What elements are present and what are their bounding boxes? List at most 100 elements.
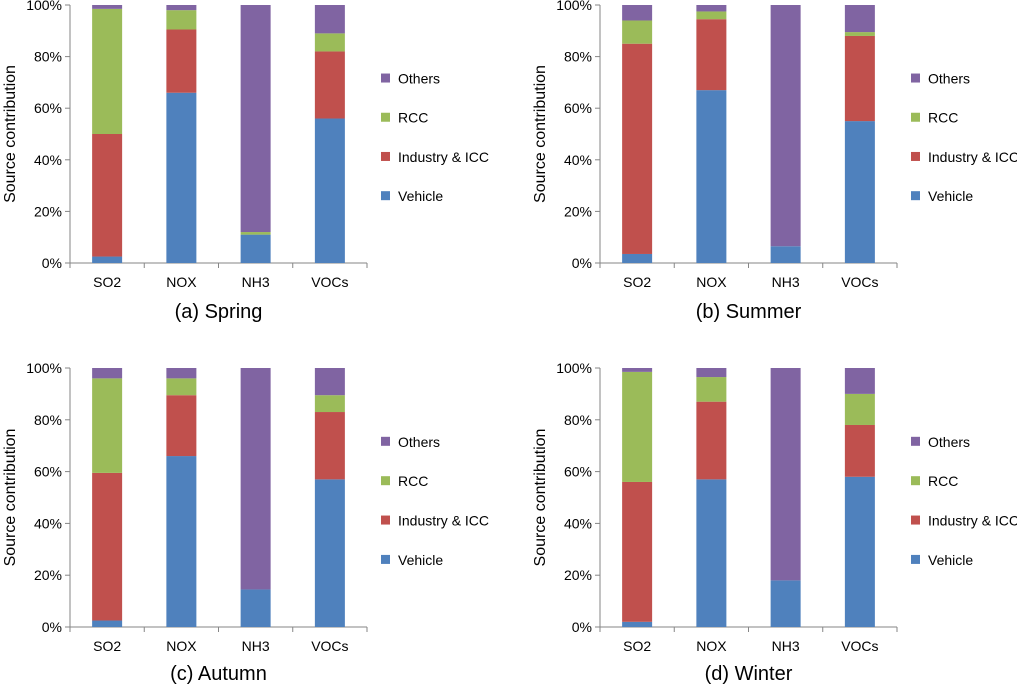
bar-nox-rcc: [696, 11, 727, 20]
bar-vocs-others: [844, 368, 875, 394]
bar-so2-others: [622, 368, 653, 372]
chart-panel-3: 0% 20% 40% 60% 80% 100% SO2 NOX NH3 VOCs Source co…: [2, 360, 489, 685]
legend-label-vehicle: Vehicle: [928, 552, 973, 568]
chart-caption: (d) Winter: [705, 663, 793, 685]
legend-swatch-vehicle: [381, 191, 390, 201]
y-tick-label: 100%: [26, 360, 62, 376]
legend-label-rcc: RCC: [928, 473, 958, 489]
bar-so2-rcc: [92, 378, 123, 473]
x-tick-label: SO2: [93, 274, 121, 290]
x-tick-label: SO2: [623, 638, 651, 654]
y-tick-label: 0%: [572, 619, 592, 635]
bar-nox-others: [166, 368, 197, 379]
bar-vocs-vehicle: [314, 479, 345, 627]
bar-vocs-rcc: [844, 393, 875, 425]
y-tick-label: 80%: [564, 412, 592, 428]
bar-nox-vehicle: [166, 456, 197, 627]
bar-vocs-rcc: [314, 33, 345, 52]
x-tick-label: NH3: [772, 638, 800, 654]
x-tick-label: VOCs: [311, 638, 348, 654]
y-tick-label: 40%: [564, 152, 592, 168]
y-tick-label: 0%: [42, 619, 62, 635]
bar-vocs-others: [844, 5, 875, 33]
bar-vocs-rcc: [314, 395, 345, 413]
bar-so2-industry-and-icc: [622, 43, 653, 254]
legend-label-rcc: RCC: [928, 110, 958, 126]
legend-label-others: Others: [398, 71, 440, 87]
legend-swatch-vehicle: [911, 191, 920, 201]
legend-label-vehicle: Vehicle: [398, 188, 443, 204]
x-tick-label: NOX: [166, 638, 197, 654]
bar-vocs-rcc: [844, 32, 875, 36]
legend-swatch-others: [381, 73, 390, 83]
legend-swatch-rcc: [911, 476, 920, 486]
legend-swatch-industry-and-icc: [911, 151, 920, 161]
bar-nox-industry-and-icc: [166, 29, 197, 93]
bar-nox-rcc: [166, 378, 197, 396]
legend-swatch-vehicle: [381, 554, 390, 564]
legend-swatch-rcc: [381, 112, 390, 122]
bar-nh3-vehicle: [240, 234, 271, 263]
bar-so2-vehicle: [622, 253, 653, 263]
y-tick-label: 0%: [572, 255, 592, 271]
legend-swatch-industry-and-icc: [381, 151, 390, 161]
bar-nox-others: [696, 368, 727, 378]
y-tick-label: 60%: [564, 100, 592, 116]
bar-so2-others: [622, 5, 653, 21]
bar-so2-rcc: [92, 8, 123, 134]
y-tick-label: 0%: [42, 255, 62, 271]
y-tick-label: 40%: [34, 515, 62, 531]
y-axis-label: Source contribution: [2, 65, 19, 203]
legend-label-others: Others: [928, 71, 970, 87]
x-tick-label: NOX: [696, 638, 727, 654]
x-tick-label: NOX: [696, 274, 727, 290]
x-tick-label: NH3: [772, 274, 800, 290]
bar-nh3-others: [770, 368, 801, 581]
bar-nh3-vehicle: [240, 589, 271, 627]
bar-nox-industry-and-icc: [166, 395, 197, 457]
bar-nox-others: [166, 5, 197, 11]
legend-label-others: Others: [398, 434, 440, 450]
bar-so2-rcc: [622, 20, 653, 44]
x-tick-label: VOCs: [841, 638, 878, 654]
y-tick-label: 80%: [34, 49, 62, 65]
y-tick-label: 80%: [34, 412, 62, 428]
bar-nox-vehicle: [696, 479, 727, 627]
bar-vocs-others: [314, 368, 345, 396]
legend-swatch-industry-and-icc: [911, 515, 920, 525]
legend-label-others: Others: [928, 434, 970, 450]
y-tick-label: 40%: [564, 515, 592, 531]
y-tick-label: 100%: [556, 360, 592, 376]
y-tick-label: 20%: [564, 567, 592, 583]
legend-label-industry-and-icc: Industry & ICC: [928, 513, 1017, 529]
bar-nh3-others: [240, 368, 271, 590]
bar-vocs-vehicle: [844, 476, 875, 627]
y-axis-label: Source contribution: [532, 429, 549, 567]
bar-nox-rcc: [696, 377, 727, 402]
legend-swatch-rcc: [911, 112, 920, 122]
legend-swatch-others: [911, 73, 920, 83]
chart-caption: (c) Autumn: [170, 663, 267, 685]
bar-nox-others: [696, 5, 727, 12]
legend-swatch-rcc: [381, 476, 390, 486]
bar-so2-vehicle: [92, 256, 123, 263]
bar-nox-vehicle: [166, 92, 197, 263]
x-tick-label: VOCs: [311, 274, 348, 290]
bar-nox-industry-and-icc: [696, 401, 727, 480]
y-tick-label: 100%: [556, 0, 592, 13]
bar-vocs-industry-and-icc: [844, 424, 875, 477]
chart-panel-2: 0% 20% 40% 60% 80% 100% SO2 NOX NH3 VOCs Source co…: [532, 0, 1017, 323]
x-tick-label: SO2: [93, 638, 121, 654]
bar-so2-others: [92, 5, 123, 9]
bar-vocs-industry-and-icc: [844, 35, 875, 122]
bar-vocs-industry-and-icc: [314, 51, 345, 119]
bar-vocs-vehicle: [844, 121, 875, 263]
bar-nh3-others: [240, 5, 271, 233]
bar-nox-vehicle: [696, 90, 727, 263]
x-tick-label: NOX: [166, 274, 197, 290]
bar-nh3-rcc: [240, 232, 271, 235]
bar-nox-rcc: [166, 10, 197, 30]
legend-label-vehicle: Vehicle: [928, 188, 973, 204]
